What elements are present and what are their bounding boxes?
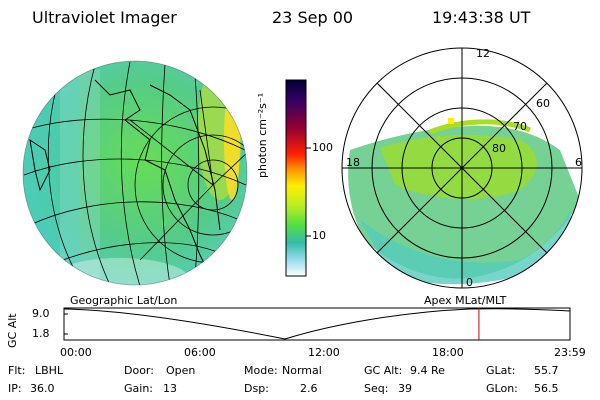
xtick-1200: 12:00 — [308, 346, 340, 359]
altitude-ytick-low: 1.8 — [32, 327, 50, 340]
mlt-label-6: 6 — [575, 156, 582, 169]
apex-caption: Apex MLat/MLT — [424, 294, 507, 307]
xtick-0600: 06:00 — [184, 346, 216, 359]
xtick-1800: 18:00 — [432, 346, 464, 359]
colorbar — [285, 79, 311, 277]
mlt-label-12: 12 — [476, 47, 490, 60]
altitude-ylabel: GC Alt — [6, 313, 19, 348]
footer-ip-value: 36.0 — [30, 382, 55, 395]
xtick-2359: 23:59 — [554, 346, 586, 359]
colorbar-tick-100: 100 — [312, 141, 333, 154]
footer-door-label: Door: — [124, 364, 154, 377]
date-label: 23 Sep 00 — [272, 8, 354, 27]
footer-flt-label: Flt: — [8, 364, 26, 377]
footer-glon-value: 56.5 — [534, 382, 559, 395]
footer-mode-value: Normal — [282, 364, 322, 377]
footer-gain-label: Gain: — [124, 382, 153, 395]
footer-gain-value: 13 — [163, 382, 177, 395]
footer-door-value: Open — [166, 364, 196, 377]
mlt-label-0: 0 — [466, 276, 473, 289]
footer-glat-value: 55.7 — [534, 364, 559, 377]
altitude-curve — [63, 308, 571, 340]
footer-dsp-label: Dsp: — [244, 382, 269, 395]
footer-glat-label: GLat: — [486, 364, 516, 377]
colorbar-unit-label: photon cm⁻²s⁻¹ — [256, 92, 269, 178]
footer-ip-label: IP: — [8, 382, 22, 395]
footer-gcalt-value: 9.4 Re — [410, 364, 445, 377]
geographic-caption: Geographic Lat/Lon — [70, 294, 178, 307]
lat-label-70: 70 — [513, 120, 527, 133]
footer-seq-label: Seq: — [364, 382, 389, 395]
polar-plot — [341, 47, 583, 289]
altitude-ytick-high: 9.0 — [32, 307, 50, 320]
xtick-0000: 00:00 — [60, 346, 92, 359]
altitude-panel — [63, 307, 571, 341]
footer-mode-label: Mode: — [244, 364, 278, 377]
footer-gcalt-label: GC Alt: — [364, 364, 403, 377]
footer-glon-label: GLon: — [486, 382, 518, 395]
lat-label-80: 80 — [492, 142, 506, 155]
footer-seq-value: 39 — [398, 382, 412, 395]
geographic-globe — [22, 60, 248, 286]
mlt-label-18: 18 — [346, 156, 360, 169]
footer-flt-value: LBHL — [35, 364, 64, 377]
lat-label-60: 60 — [536, 97, 550, 110]
time-label: 19:43:38 UT — [432, 8, 531, 27]
instrument-title: Ultraviolet Imager — [32, 8, 177, 27]
colorbar-tick-10: 10 — [312, 229, 326, 242]
footer-dsp-value: 2.6 — [300, 382, 318, 395]
